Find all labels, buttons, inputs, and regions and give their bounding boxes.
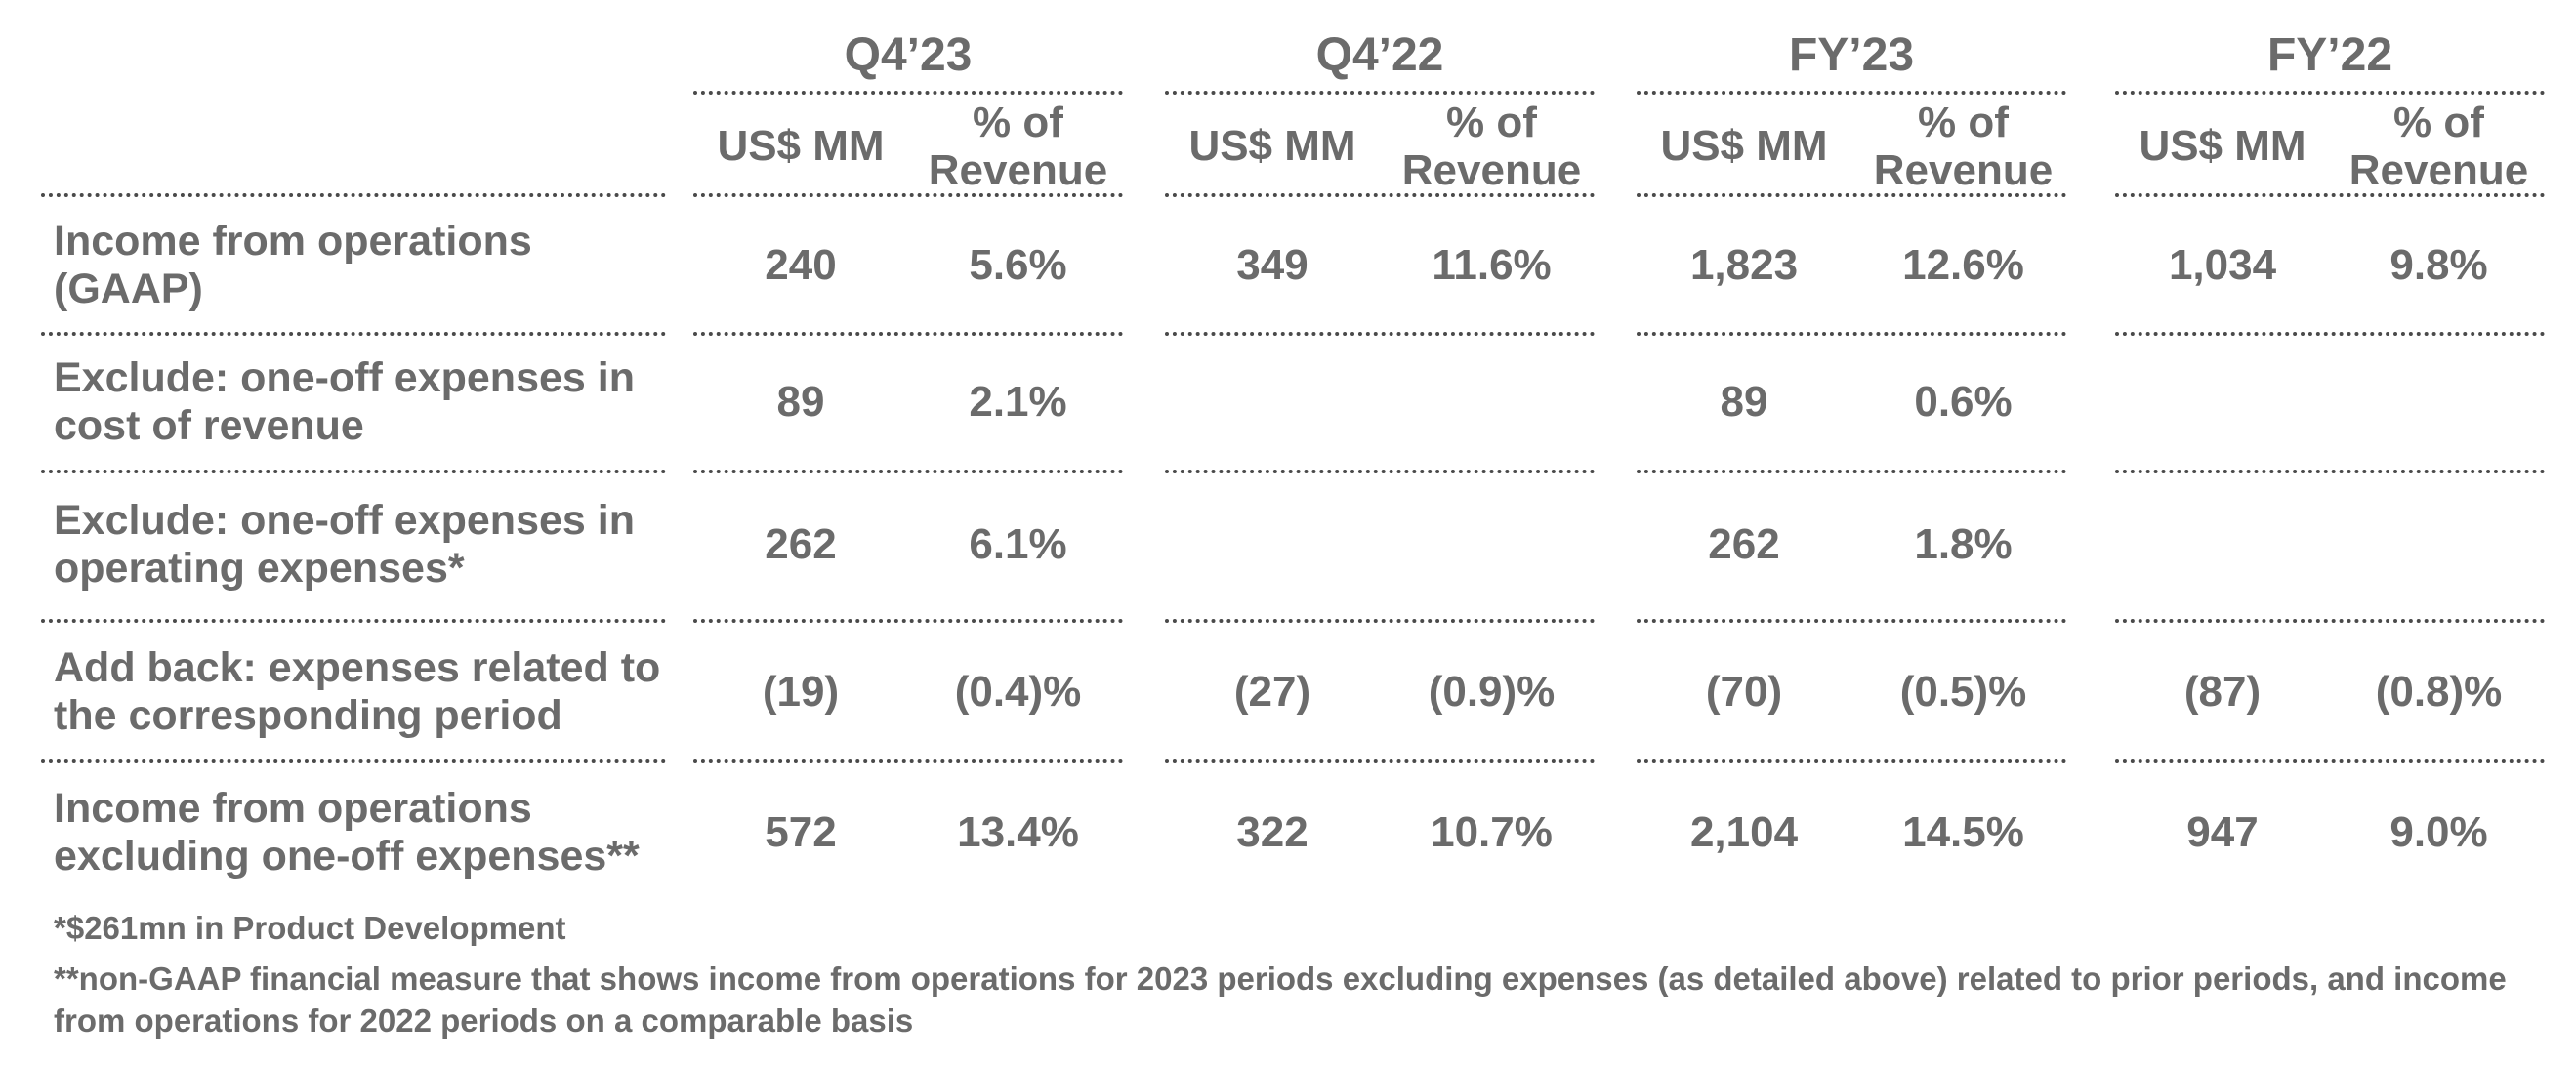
table-cell: (19) bbox=[762, 667, 840, 716]
table-cell: 1,034 bbox=[2168, 241, 2277, 289]
table-cell: 89 bbox=[1720, 378, 1768, 426]
divider bbox=[41, 193, 666, 197]
table-cell: (0.8)% bbox=[2375, 667, 2503, 716]
divider bbox=[1637, 332, 2066, 336]
table-cell: 262 bbox=[1708, 520, 1780, 568]
row-label: Income from operations excluding one-off… bbox=[54, 784, 640, 880]
table-cell: (27) bbox=[1233, 667, 1311, 716]
table-cell: 14.5% bbox=[1902, 807, 2024, 856]
divider bbox=[1637, 759, 2066, 763]
divider bbox=[693, 470, 1123, 473]
divider bbox=[41, 619, 666, 623]
period-header-q4-23: Q4’23 bbox=[844, 29, 973, 81]
divider bbox=[1165, 332, 1595, 336]
table-cell bbox=[1387, 344, 1597, 461]
table-cell: 262 bbox=[765, 520, 837, 568]
footnote-1: *$261mn in Product Development bbox=[54, 910, 566, 946]
table-cell: (0.5)% bbox=[1899, 667, 2027, 716]
table-cell: 572 bbox=[765, 807, 837, 856]
table-cell bbox=[2115, 344, 2330, 461]
subheader-pct: % of Revenue bbox=[928, 98, 1108, 194]
divider bbox=[693, 759, 1123, 763]
table-cell: 0.6% bbox=[1914, 378, 2013, 426]
divider bbox=[2115, 759, 2545, 763]
table-cell: 12.6% bbox=[1902, 241, 2024, 289]
divider bbox=[693, 619, 1123, 623]
table-cell: 2,104 bbox=[1689, 807, 1799, 856]
table-cell bbox=[2334, 344, 2544, 461]
period-header-fy-22: FY’22 bbox=[2266, 29, 2393, 81]
subheader-usd: US$ MM bbox=[717, 122, 885, 171]
table-cell bbox=[1387, 486, 1597, 603]
divider bbox=[41, 759, 666, 763]
table-cell: 349 bbox=[1236, 241, 1309, 289]
divider bbox=[2115, 619, 2545, 623]
table-cell: 947 bbox=[2186, 807, 2259, 856]
subheader-pct: % of Revenue bbox=[1401, 98, 1582, 194]
period-header-q4-22: Q4’22 bbox=[1315, 29, 1444, 81]
divider bbox=[693, 193, 1123, 197]
row-label: Exclude: one-off expenses in cost of rev… bbox=[54, 354, 635, 449]
table-cell: 13.4% bbox=[957, 807, 1079, 856]
subheader-usd: US$ MM bbox=[1660, 122, 1828, 171]
divider bbox=[1637, 470, 2066, 473]
divider bbox=[2115, 470, 2545, 473]
divider bbox=[1165, 470, 1595, 473]
divider bbox=[1165, 193, 1595, 197]
divider bbox=[1165, 91, 1595, 95]
table-cell: 11.6% bbox=[1432, 241, 1552, 289]
row-label: Exclude: one-off expenses in operating e… bbox=[54, 497, 635, 592]
row-label: Add back: expenses related to the corres… bbox=[54, 643, 661, 739]
divider bbox=[1637, 619, 2066, 623]
divider bbox=[1165, 619, 1595, 623]
table-cell: 322 bbox=[1236, 807, 1309, 856]
divider bbox=[1637, 193, 2066, 197]
table-cell: 9.8% bbox=[2389, 241, 2488, 289]
table-cell: 5.6% bbox=[969, 241, 1067, 289]
table-cell: 1,823 bbox=[1689, 241, 1799, 289]
table-cell: 1.8% bbox=[1914, 520, 2013, 568]
table-cell: (87) bbox=[2183, 667, 2262, 716]
divider bbox=[41, 470, 666, 473]
table-cell: 10.7% bbox=[1431, 807, 1553, 856]
subheader-pct: % of Revenue bbox=[2348, 98, 2529, 194]
table-cell: 2.1% bbox=[969, 378, 1067, 426]
table-cell bbox=[2334, 486, 2544, 603]
divider bbox=[1165, 759, 1595, 763]
subheader-pct: % of Revenue bbox=[1873, 98, 2054, 194]
table-cell: 89 bbox=[776, 378, 825, 426]
divider bbox=[41, 332, 666, 336]
divider bbox=[693, 332, 1123, 336]
divider bbox=[2115, 193, 2545, 197]
period-header-fy-23: FY’23 bbox=[1788, 29, 1915, 81]
table-cell: (0.9)% bbox=[1428, 667, 1556, 716]
divider bbox=[2115, 332, 2545, 336]
divider bbox=[693, 91, 1123, 95]
row-label: Income from operations (GAAP) bbox=[54, 218, 532, 312]
table-cell: 240 bbox=[765, 241, 837, 289]
subheader-usd: US$ MM bbox=[1188, 122, 1356, 171]
table-cell: 6.1% bbox=[969, 520, 1067, 568]
table-cell: 9.0% bbox=[2389, 807, 2488, 856]
table-cell bbox=[1165, 344, 1380, 461]
divider bbox=[1637, 91, 2066, 95]
divider bbox=[2115, 91, 2545, 95]
table-cell bbox=[2115, 486, 2330, 603]
table-cell: (70) bbox=[1705, 667, 1783, 716]
subheader-usd: US$ MM bbox=[2139, 122, 2306, 171]
table-cell: (0.4)% bbox=[954, 667, 1082, 716]
footnote-2: **non-GAAP financial measure that shows … bbox=[54, 961, 2507, 1039]
table-cell bbox=[1165, 486, 1380, 603]
